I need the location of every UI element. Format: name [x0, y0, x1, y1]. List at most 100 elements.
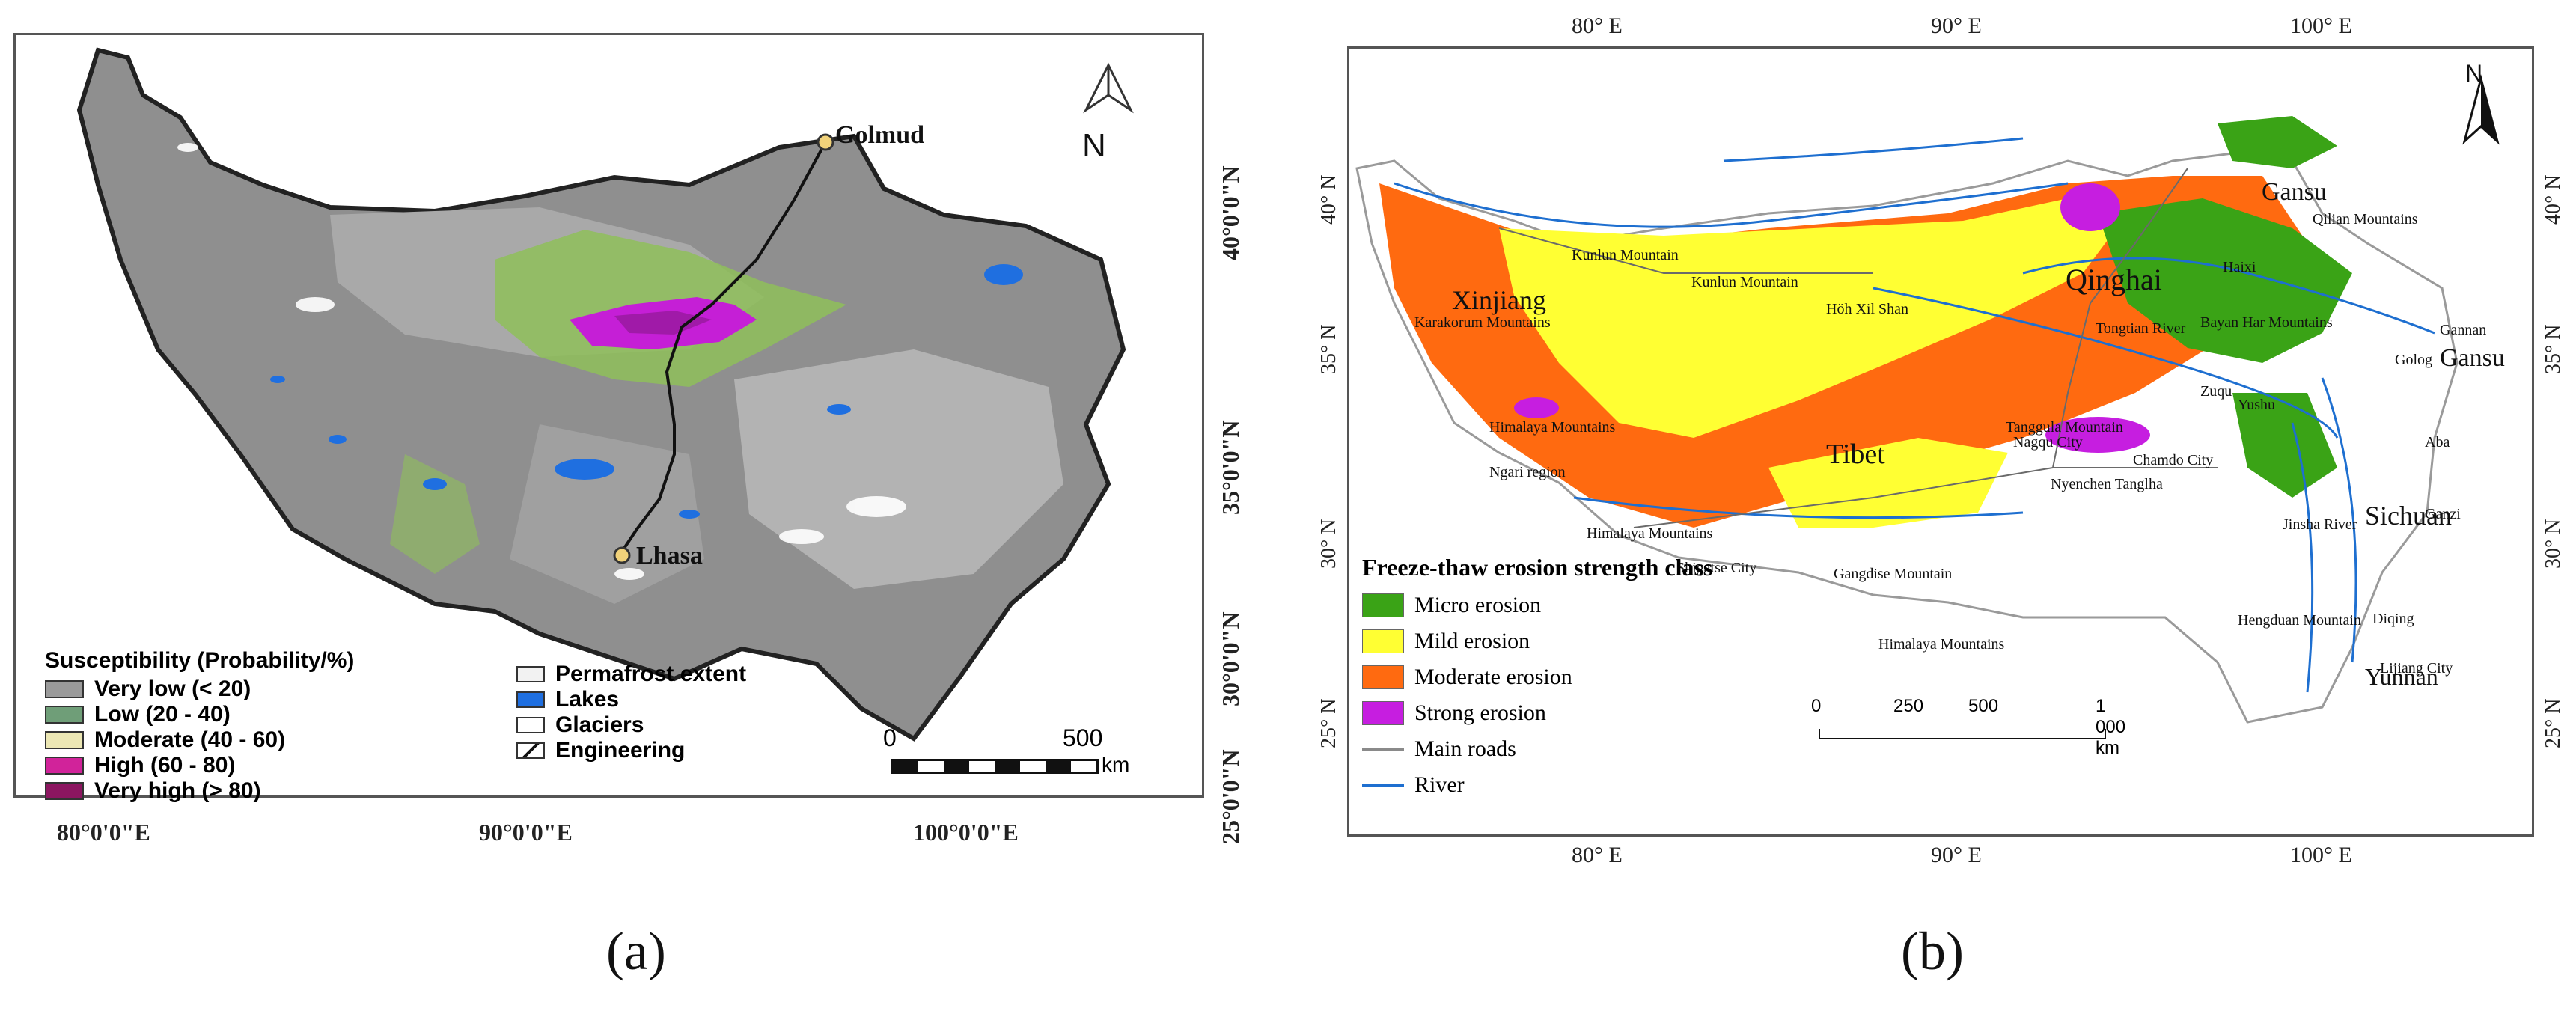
region-label: Yunnan	[2365, 663, 2438, 690]
legend-b-item: Micro erosion	[1362, 587, 1712, 623]
city-dot-lhasa	[613, 546, 631, 564]
lat-label-a-40: 40°0'0"N	[1217, 165, 1244, 260]
scalebar-a: 0 500 km	[883, 724, 1129, 784]
lon-label-a-100: 100°0'0"E	[913, 819, 1019, 846]
feature-label: Bayan Har Mountains	[2200, 314, 2333, 331]
legend-a: Susceptibility (Probability/%) Very low …	[45, 648, 354, 804]
lon-label-b-bottom: 90° E	[1931, 843, 1982, 867]
caption-b: (b)	[1901, 921, 1964, 981]
legend-b-line-label: River	[1414, 772, 1465, 797]
feature-label: Jinsha River	[2283, 516, 2357, 533]
scalebar-a-start: 0	[883, 724, 897, 751]
legend-a-label: Moderate (40 - 60)	[94, 727, 286, 752]
lon-label-b-bottom: 100° E	[2290, 843, 2352, 867]
city-dot-golmud	[817, 133, 834, 151]
overlay-legend-swatch	[516, 666, 545, 682]
feature-label: Höh Xil Shan	[1826, 301, 1908, 317]
city-label-lhasa: Lhasa	[636, 542, 703, 569]
lon-label-b-top: 80° E	[1572, 13, 1623, 38]
overlay-legend-swatch	[516, 691, 545, 708]
legend-b-line-item: River	[1362, 767, 1712, 803]
micro-zone-2	[2218, 116, 2337, 168]
feature-label: Kunlun Mountain	[1691, 274, 1798, 290]
north-arrow-a	[1083, 62, 1134, 114]
legend-b-line-swatch	[1362, 784, 1404, 787]
panel-b: Xinjiang Qinghai Tibet Sichuan Gansu Gansu Yun…	[1317, 0, 2576, 1017]
feature-label: Ganzi	[2425, 506, 2461, 522]
feature-label: Gannan	[2440, 322, 2487, 338]
map-b	[1355, 74, 2500, 724]
scalebar-a-bar	[891, 759, 1099, 774]
region-label: Sichuan	[2365, 501, 2452, 531]
legend-b-line-swatch	[1362, 748, 1404, 751]
legend-b-line-item: Main roads	[1362, 731, 1712, 767]
feature-label: Chamdo City	[2133, 452, 2214, 468]
legend-b-title: Freeze-thaw erosion strength class	[1362, 554, 1713, 581]
feature-label: Haixi	[2223, 259, 2256, 275]
region-label: Xinjiang	[1452, 285, 1546, 315]
mild-zone	[1499, 198, 2128, 438]
overlay-legend-label: Permafrost extent	[555, 662, 747, 686]
legend-a-item: Very low (< 20)	[45, 677, 354, 702]
lat-label-b-left: 35° N	[1317, 324, 1340, 374]
panel-a: Golmud Lhasa N Susceptibility (Probabili…	[0, 0, 1257, 1017]
feature-label: Qilian Mountains	[2313, 211, 2418, 227]
lat-label-a-30: 30°0'0"N	[1217, 611, 1244, 706]
legend-b: Freeze-thaw erosion strength class Micro…	[1362, 554, 1712, 803]
caption-a: (a)	[606, 921, 666, 981]
legend-b-label: Micro erosion	[1414, 593, 1542, 617]
scalebar-b: 0 250 500 1 000 km	[1811, 696, 2140, 758]
legend-b-swatch	[1362, 665, 1404, 689]
legend-b-label: Strong erosion	[1414, 700, 1546, 725]
feature-label: Golog	[2395, 352, 2432, 368]
feature-label: Himalaya Mountains	[1489, 419, 1616, 436]
scalebar-b-line	[1819, 729, 2106, 739]
lon-label-b-bottom: 80° E	[1572, 843, 1623, 867]
legend-a-item: Low (20 - 40)	[45, 702, 354, 727]
feature-label: Karakorum Mountains	[1414, 314, 1551, 331]
feature-label: Nyenchen Tanglha	[2051, 476, 2163, 492]
permafrost-patch-2	[734, 349, 1063, 589]
overlay-legend-item: Glaciers	[516, 712, 746, 738]
feature-label: Hengduan Mountain	[2238, 612, 2361, 629]
strong-zone-2	[2045, 417, 2150, 453]
region-label: Tibet	[1826, 439, 1885, 470]
main-roads	[1498, 168, 2218, 528]
lat-label-a-35: 35°0'0"N	[1217, 420, 1244, 515]
lat-label-b-left: 25° N	[1317, 698, 1340, 748]
legend-b-item: Strong erosion	[1362, 695, 1712, 731]
overlay-legend-swatch	[516, 742, 545, 759]
lat-label-b-right: 30° N	[2542, 519, 2565, 569]
legend-a-label: Low (20 - 40)	[94, 702, 231, 727]
feature-label: Diqing	[2372, 611, 2414, 627]
feature-label: Tanggula Mountain	[2006, 419, 2123, 436]
feature-label: Tongtian River	[2096, 320, 2186, 337]
feature-label: Aba	[2425, 434, 2450, 451]
overlay-legend-a: Permafrost extent Lakes Glaciers Engineerin…	[516, 662, 746, 763]
region-label: Gansu	[2440, 344, 2505, 372]
legend-a-label: Very low (< 20)	[94, 677, 251, 701]
strong-zone-3	[1514, 397, 1559, 418]
legend-a-swatch	[45, 706, 84, 724]
overlay-legend-label: Glaciers	[555, 712, 644, 737]
lat-label-a-25: 25°0'0"N	[1217, 749, 1244, 844]
feature-label: Ngari region	[1489, 464, 1566, 480]
strong-zone-1	[2060, 183, 2120, 231]
micro-zone	[2098, 198, 2352, 363]
overlay-legend-label: Engineering	[555, 738, 686, 763]
scalebar-b-tick-label: 0	[1811, 696, 1822, 716]
feature-label: Himalaya Mountains	[1587, 525, 1713, 542]
engineering-line	[620, 141, 827, 553]
feature-label: Lijiang City	[2380, 660, 2453, 677]
scalebar-a-end: 500	[1063, 724, 1103, 751]
city-label-golmud: Golmud	[835, 121, 925, 149]
scalebar-b-tick-label: 250	[1893, 696, 1924, 716]
very-high-zone	[614, 311, 712, 335]
overlay-legend-item: Lakes	[516, 687, 746, 712]
region-label: Gansu	[2262, 178, 2327, 206]
lat-label-b-right: 40° N	[2542, 174, 2565, 225]
feature-label: Kunlun Mountain	[1572, 247, 1679, 263]
legend-b-item: Mild erosion	[1362, 623, 1712, 659]
lon-label-b-top: 90° E	[1931, 13, 1982, 38]
feature-label: Nagqu City	[2013, 434, 2083, 451]
